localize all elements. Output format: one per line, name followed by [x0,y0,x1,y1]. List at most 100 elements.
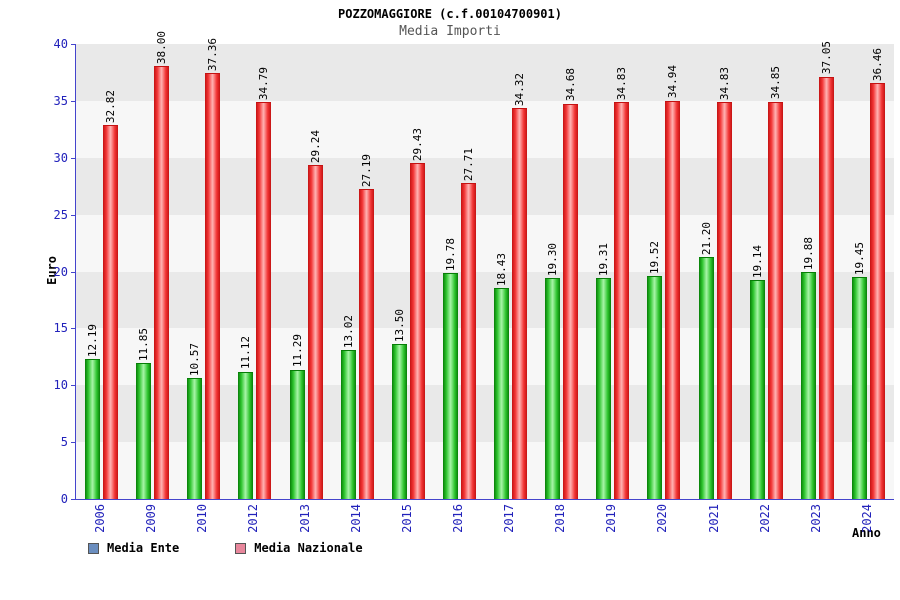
bar-media-nazionale [154,65,170,499]
x-tick-label: 2014 [348,504,363,533]
y-tick-mark [71,442,75,444]
x-tick-label: 2017 [502,504,517,533]
y-tick-label: 0 [60,492,68,506]
value-label: 19.52 [648,240,662,274]
bar-media-ente [85,359,101,499]
bar-media-ente [545,278,561,499]
value-label: 12.19 [86,324,100,358]
value-label: 19.14 [750,245,764,279]
bar-media-ente [596,278,612,499]
value-label: 19.31 [597,243,611,277]
bar-media-nazionale [256,102,272,499]
value-label: 34.32 [513,72,527,106]
plot-area: 12.19 32.82 11.85 38.00 10.57 37.36 11.12 34.79… [75,31,894,500]
bar-media-nazionale [460,182,476,499]
value-label: 32.82 [104,89,118,123]
y-tick-label: 10 [53,378,68,393]
y-tick-mark [71,271,75,273]
value-label: 10.57 [188,342,202,376]
x-tick-label: 2012 [246,504,261,533]
bar-media-ente [238,371,254,499]
y-tick-mark [71,44,75,45]
y-tick-label: 40 [53,37,68,51]
x-axis-title: Anno [852,526,881,540]
bar-media-nazionale [869,83,885,499]
y-tick-mark [71,499,75,500]
x-tick-label: 2016 [450,504,465,533]
value-label: 19.30 [546,243,560,277]
value-label: 18.43 [495,253,509,287]
bar-media-ente [340,349,356,499]
bar-media-ente [289,369,305,499]
bar-media-nazionale [103,124,119,499]
legend-item-media-ente: Media Ente [88,541,179,555]
bar-media-ente [749,280,765,499]
bar-media-ente [494,288,510,499]
bar-media-nazionale [818,76,834,499]
bar-media-nazionale [716,101,732,499]
y-tick-mark [71,328,75,330]
y-tick-mark [71,214,75,216]
bar-media-nazionale [665,100,681,499]
value-label: 37.05 [819,41,833,75]
y-tick-label: 30 [53,150,68,165]
chart-subtitle: Media Importi [399,24,501,39]
x-tick-label: 2006 [93,504,108,533]
value-label: 11.12 [239,336,253,370]
y-tick-label: 20 [53,264,68,279]
bar-media-ente [647,275,663,499]
legend-swatch-media-ente [88,542,99,554]
legend-swatch-media-nazionale [235,542,247,554]
bar-media-nazionale [358,188,374,499]
y-tick-label: 15 [53,321,68,336]
legend-item-media-nazionale: Media Nazionale [235,541,363,555]
y-tick-mark [71,385,75,387]
value-label: 37.36 [206,37,220,72]
value-label: 27.19 [359,153,373,187]
x-tick-label: 2020 [655,504,670,533]
y-tick-mark [71,100,75,102]
value-label: 34.85 [768,66,782,100]
value-label: 11.29 [290,334,304,368]
x-tick-label: 2010 [195,504,210,533]
y-tick-label: 35 [53,93,68,108]
legend: Media Ente Media Nazionale [88,541,363,555]
bar-media-nazionale [563,103,579,499]
legend-label-media-ente: Media Ente [107,541,180,555]
value-label: 27.71 [461,147,475,181]
value-label: 21.20 [699,221,713,255]
legend-label-media-nazionale: Media Nazionale [254,541,363,555]
value-label: 34.94 [666,65,680,99]
y-tick-label: 25 [53,207,68,222]
value-label: 13.50 [392,309,406,343]
x-tick-label: 2022 [757,504,772,533]
value-label: 34.83 [717,66,731,100]
bar-media-ente [136,363,152,499]
x-tick-label: 2018 [553,504,568,533]
x-tick-label: 2021 [706,504,721,533]
chart-title: POZZOMAGGIORE (c.f.00104700901) [338,7,562,21]
value-label: 19.45 [852,241,866,275]
x-tick-label: 2024 [859,504,874,533]
bar-media-nazionale [512,107,528,499]
bar-media-ente [442,273,458,499]
bar-media-ente [391,344,407,499]
bar-media-nazionale [409,163,425,499]
value-label: 34.68 [564,68,578,102]
value-label: 36.46 [870,48,884,82]
bar-media-nazionale [614,101,630,499]
value-label: 19.88 [801,236,815,270]
bar-media-nazionale [767,101,783,499]
x-tick-label: 2023 [808,504,823,533]
bar-media-nazionale [307,165,323,499]
bar-media-ente [698,256,714,499]
value-label: 29.43 [410,128,424,162]
bar-media-ente [851,276,867,499]
bar-media-ente [800,271,816,499]
x-tick-label: 2013 [297,504,312,533]
x-tick-label: 2015 [399,504,414,533]
value-label: 38.00 [155,30,169,64]
value-label: 29.24 [308,130,322,164]
x-tick-label: 2009 [144,504,159,533]
